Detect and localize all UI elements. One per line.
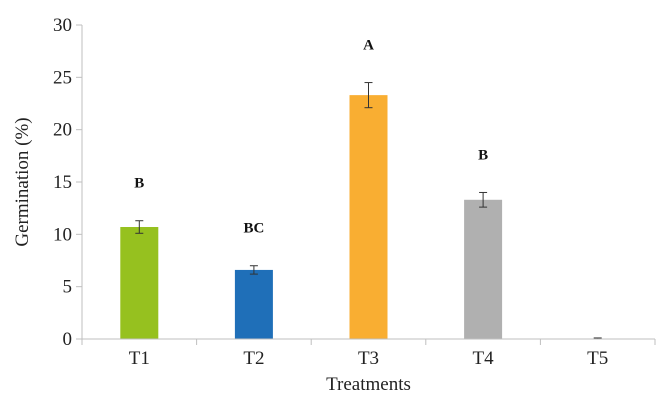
x-tick-label: T5 [587,348,608,369]
error-bar-t3 [364,82,373,109]
y-tick-label: 25 [53,67,72,88]
bar-t3 [349,95,388,339]
significance-label-t4: B [478,147,488,163]
y-tick-label: 0 [63,329,73,350]
x-axis-title: Treatments [326,374,411,395]
y-tick-label: 15 [53,172,72,193]
x-tick-label: T1 [129,348,150,369]
x-tick-label: T2 [243,348,264,369]
y-tick-label: 5 [63,277,73,298]
bar-t1 [120,227,159,339]
x-axis: T1 T2 T3 T4 T5 [81,339,656,369]
error-bar-t1 [135,220,144,234]
y-tick-label: 10 [53,224,72,245]
significance-label-t3: A [363,38,374,54]
y-tick-label: 30 [53,15,72,36]
bar-t4 [464,199,503,339]
bars [120,95,503,339]
y-axis-title: Germination (%) [12,117,33,246]
significance-label-t2: BC [243,221,264,237]
x-tick-label: T4 [473,348,495,369]
y-axis: 0 5 10 15 20 25 30 [53,15,82,350]
significance-label-t1: B [134,176,144,192]
y-tick-label: 20 [53,120,72,141]
error-bar-t4 [479,191,488,208]
x-tick-label: T3 [358,348,379,369]
significance-labels: B BC A B [134,38,488,237]
bar-t2 [234,269,273,339]
error-bar-t2 [249,265,258,275]
